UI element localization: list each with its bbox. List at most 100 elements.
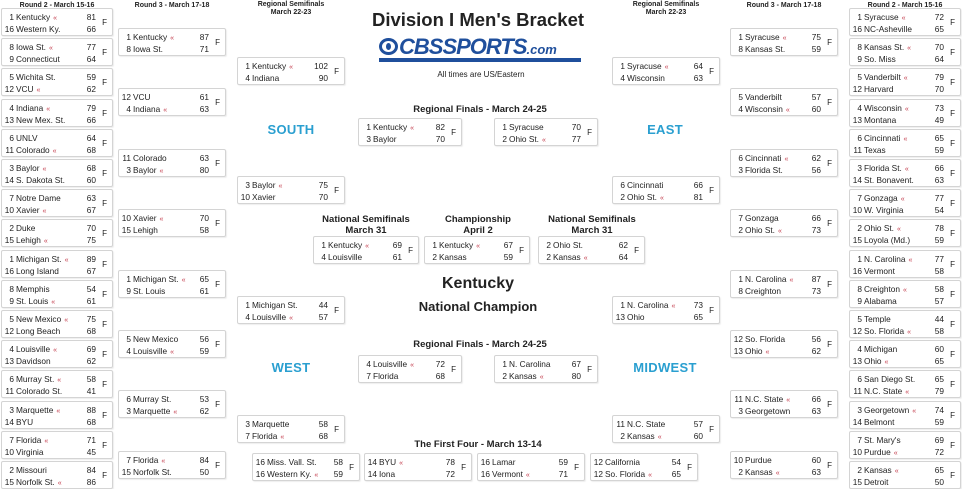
team-row[interactable]: 2 Kansas « 80: [497, 370, 581, 382]
team-row[interactable]: 16 NC-Asheville 65: [852, 23, 944, 35]
team-row[interactable]: 1 Syracuse 70: [497, 121, 581, 133]
team-row[interactable]: 5 Wichita St. 59: [4, 71, 96, 83]
team-row[interactable]: 16 Lamar 59: [480, 456, 568, 468]
team-row[interactable]: 4 Wisconsin « 60: [733, 103, 821, 115]
right-round2-game[interactable]: 3 Georgetown « 74 14 Belmont 59 F: [849, 401, 961, 429]
left-regional-semis-game[interactable]: 3 Marquette 58 7 Florida « 68 F: [237, 415, 345, 443]
right-round2-game[interactable]: 8 Creighton « 58 9 Alabama 57 F: [849, 280, 961, 308]
team-row[interactable]: 11 Colorado 63: [121, 152, 209, 164]
regional-finals-game[interactable]: 1 Kentucky « 82 3 Baylor 70 F: [358, 118, 462, 146]
team-row[interactable]: 8 Memphis 54: [4, 283, 96, 295]
team-row[interactable]: 16 Vermont 58: [852, 265, 944, 277]
team-row[interactable]: 8 Iowa St. « 77: [4, 41, 96, 53]
team-row[interactable]: 2 Kansas « 60: [615, 430, 703, 442]
team-row[interactable]: 2 Ohio St. « 81: [615, 191, 703, 203]
team-row[interactable]: 10 Xavier « 70: [121, 212, 209, 224]
team-row[interactable]: 6 San Diego St. 65: [852, 373, 944, 385]
team-row[interactable]: 15 Norfolk St. « 86: [4, 476, 96, 488]
team-row[interactable]: 4 Wisconsin « 73: [852, 102, 944, 114]
team-row[interactable]: 1 Michigan St. « 65: [121, 273, 209, 285]
team-row[interactable]: 1 Syracuse « 75: [733, 31, 821, 43]
right-round3-game[interactable]: 5 Vanderbilt 57 4 Wisconsin « 60 F: [730, 88, 838, 116]
left-round2-game[interactable]: 5 Wichita St. 59 12 VCU « 62 F: [1, 68, 113, 96]
team-row[interactable]: 2 Ohio St. 62: [541, 239, 628, 251]
team-row[interactable]: 11 Texas 59: [852, 144, 944, 156]
team-row[interactable]: 4 Indiana « 79: [4, 102, 96, 114]
team-row[interactable]: 4 Indiana « 63: [121, 103, 209, 115]
team-row[interactable]: 2 Duke 70: [4, 222, 96, 234]
right-round2-game[interactable]: 7 Gonzaga « 77 10 W. Virginia 54 F: [849, 189, 961, 217]
right-round2-game[interactable]: 1 N. Carolina « 77 16 Vermont 58 F: [849, 250, 961, 278]
right-round3-game[interactable]: 6 Cincinnati « 62 3 Florida St. 56 F: [730, 149, 838, 177]
right-regional-semis-game[interactable]: 6 Cincinnati 66 2 Ohio St. « 81 F: [612, 176, 720, 204]
left-round2-game[interactable]: 6 Murray St. « 58 11 Colorado St. 41 F: [1, 370, 113, 398]
left-round2-game[interactable]: 8 Memphis 54 9 St. Louis « 61 F: [1, 280, 113, 308]
left-round2-game[interactable]: 8 Iowa St. « 77 9 Connecticut 64 F: [1, 38, 113, 66]
right-round3-game[interactable]: 12 So. Florida 56 13 Ohio « 62 F: [730, 330, 838, 358]
team-row[interactable]: 2 Kansas « 64: [541, 251, 628, 263]
team-row[interactable]: 15 Norfolk St. 50: [121, 466, 209, 478]
team-row[interactable]: 15 Detroit 50: [852, 476, 944, 488]
team-row[interactable]: 9 Alabama 57: [852, 295, 944, 307]
left-round2-game[interactable]: 4 Louisville « 69 13 Davidson 62 F: [1, 340, 113, 368]
team-row[interactable]: 12 California 54: [593, 456, 681, 468]
final-four-game[interactable]: 1 Kentucky « 69 4 Louisville 61 F: [313, 236, 419, 264]
team-row[interactable]: 7 St. Mary's 69: [852, 434, 944, 446]
team-row[interactable]: 1 Kentucky « 67: [427, 239, 513, 251]
team-row[interactable]: 12 VCU « 62: [4, 83, 96, 95]
team-row[interactable]: 16 Western Ky. 66: [4, 23, 96, 35]
team-row[interactable]: 13 New Mex. St. 66: [4, 114, 96, 126]
team-row[interactable]: 5 Vanderbilt 57: [733, 91, 821, 103]
left-round3-game[interactable]: 1 Michigan St. « 65 9 St. Louis 61 F: [118, 270, 226, 298]
left-regional-semis-game[interactable]: 1 Michigan St. 44 4 Louisville «57 F: [237, 296, 345, 324]
left-round2-game[interactable]: 7 Florida « 71 10 Virginia 45 F: [1, 431, 113, 459]
team-row[interactable]: 2 Kansas 59: [427, 251, 513, 263]
left-round3-game[interactable]: 7 Florida « 84 15 Norfolk St. 50 F: [118, 451, 226, 479]
team-row[interactable]: 3 Florida St. 56: [733, 164, 821, 176]
team-row[interactable]: 15 Lehigh « 75: [4, 234, 96, 246]
team-row[interactable]: 3 Baylor « 68: [4, 162, 96, 174]
team-row[interactable]: 11 N.C. State « 66: [733, 393, 821, 405]
team-row[interactable]: 13 Montana 49: [852, 114, 944, 126]
first-four-game[interactable]: 16 Lamar 59 16 Vermont « 71 F: [477, 453, 585, 481]
right-round2-game[interactable]: 4 Michigan 60 13 Ohio « 65 F: [849, 340, 961, 368]
team-row[interactable]: 10 Virginia 45: [4, 446, 96, 458]
team-row[interactable]: 12 So. Florida « 65: [593, 468, 681, 480]
team-row[interactable]: 1 Kentucky «102: [240, 60, 328, 72]
team-row[interactable]: 9 St. Louis 61: [121, 285, 209, 297]
right-round2-game[interactable]: 2 Kansas « 65 15 Detroit 50 F: [849, 461, 961, 489]
team-row[interactable]: 6 Murray St. 53: [121, 393, 209, 405]
left-round2-game[interactable]: 6 UNLV 64 11 Colorado « 68 F: [1, 129, 113, 157]
team-row[interactable]: 3 Georgetown « 74: [852, 404, 944, 416]
left-round2-game[interactable]: 7 Notre Dame 63 10 Xavier « 67 F: [1, 189, 113, 217]
team-row[interactable]: 12 VCU 61: [121, 91, 209, 103]
team-row[interactable]: 2 Ohio St. « 77: [497, 133, 581, 145]
regional-finals-game[interactable]: 1 Syracuse 70 2 Ohio St. « 77 F: [494, 118, 598, 146]
team-row[interactable]: 13 Davidson 62: [4, 355, 96, 367]
team-row[interactable]: 10 W. Virginia 54: [852, 204, 944, 216]
right-round2-game[interactable]: 2 Ohio St. « 78 15 Loyola (Md.) 59 F: [849, 219, 961, 247]
team-row[interactable]: 2 Kansas « 63: [733, 466, 821, 478]
team-row[interactable]: 1 N. Carolina « 77: [852, 253, 944, 265]
team-row[interactable]: 16 Long Island 67: [4, 265, 96, 277]
cbs-sports-logo[interactable]: CBSSPORTS.com: [379, 34, 581, 64]
team-row[interactable]: 1 Syracuse « 72: [852, 11, 944, 23]
team-row[interactable]: 15 Lehigh 58: [121, 224, 209, 236]
team-row[interactable]: 11 Colorado St. 41: [4, 385, 96, 397]
team-row[interactable]: 9 So. Miss 64: [852, 53, 944, 65]
team-row[interactable]: 7 Florida « 71: [4, 434, 96, 446]
right-round2-game[interactable]: 1 Syracuse « 72 16 NC-Asheville 65 F: [849, 8, 961, 36]
team-row[interactable]: 6 Murray St. « 58: [4, 373, 96, 385]
regional-finals-game[interactable]: 4 Louisville « 72 7 Florida 68 F: [358, 355, 462, 383]
team-row[interactable]: 10 Purdue « 72: [852, 446, 944, 458]
team-row[interactable]: 11 N.C. State « 79: [852, 385, 944, 397]
team-row[interactable]: 10 Xavier « 67: [4, 204, 96, 216]
right-round3-game[interactable]: 1 N. Carolina « 87 8 Creighton 73 F: [730, 270, 838, 298]
left-round2-game[interactable]: 2 Duke 70 15 Lehigh « 75 F: [1, 219, 113, 247]
team-row[interactable]: 4 Indiana 90: [240, 72, 328, 84]
right-regional-semis-game[interactable]: 1 Syracuse « 64 4 Wisconsin 63 F: [612, 57, 720, 85]
team-row[interactable]: 2 Ohio St. « 73: [733, 224, 821, 236]
right-round3-game[interactable]: 10 Purdue 60 2 Kansas « 63 F: [730, 451, 838, 479]
left-regional-semis-game[interactable]: 3 Baylor « 75 10 Xavier 70 F: [237, 176, 345, 204]
left-round3-game[interactable]: 11 Colorado 63 3 Baylor « 80 F: [118, 149, 226, 177]
